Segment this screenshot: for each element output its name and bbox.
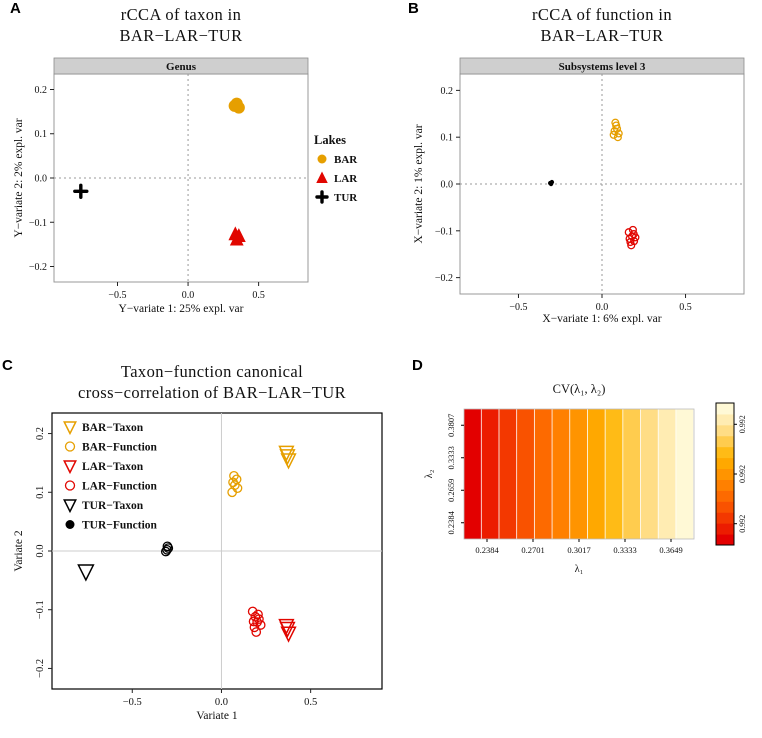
svg-text:0.0: 0.0 bbox=[596, 302, 609, 313]
svg-text:CV(λ₁, λ₂): CV(λ₁, λ₂) bbox=[553, 382, 606, 396]
svg-text:0.1: 0.1 bbox=[35, 486, 46, 499]
series-LAR−Function bbox=[247, 606, 266, 637]
panel-b-title-line-1: rCCA of function in bbox=[531, 5, 673, 24]
panel-c-plot: −0.5 0.0 0.5 −0.2 −0.1 0.0 0.1 0.2 Variate 1 Vari… bbox=[13, 412, 383, 722]
svg-text:0.2384: 0.2384 bbox=[446, 510, 456, 534]
panel-b-title: rCCA of function in BAR−LAR−TUR bbox=[452, 4, 752, 46]
panel-b: B rCCA of function in BAR−LAR−TUR Subsys… bbox=[400, 0, 762, 348]
series-BAR bbox=[609, 118, 623, 142]
svg-text:−0.1: −0.1 bbox=[435, 226, 453, 237]
svg-text:−0.1: −0.1 bbox=[29, 218, 47, 229]
panel-a-plot: Genus −0.5 0.0 0.5 −0.2 −0.1 0.0 0.1 0.2 Y−variat… bbox=[13, 57, 358, 315]
series-BAR−Taxon bbox=[278, 445, 297, 470]
svg-text:TUR−Function: TUR−Function bbox=[82, 520, 158, 532]
svg-text:0.0: 0.0 bbox=[441, 180, 454, 191]
svg-text:0.5: 0.5 bbox=[679, 302, 692, 313]
svg-text:BAR−Taxon: BAR−Taxon bbox=[82, 422, 144, 434]
svg-text:0.2701: 0.2701 bbox=[521, 545, 544, 555]
svg-text:0.992: 0.992 bbox=[738, 515, 747, 533]
series-TUR bbox=[548, 179, 555, 187]
svg-text:LAR−Function: LAR−Function bbox=[82, 481, 158, 493]
legend: BAR−Taxon BAR−Function LAR−Taxon LAR−Functi… bbox=[63, 421, 158, 532]
svg-text:0.2: 0.2 bbox=[35, 85, 48, 96]
panel-a: A rCCA of taxon in BAR−LAR−TUR Genus −0.5… bbox=[0, 0, 392, 348]
svg-text:0.1: 0.1 bbox=[441, 133, 454, 144]
series-LAR−Taxon bbox=[278, 618, 297, 643]
series-TUR bbox=[73, 183, 89, 199]
series-LAR bbox=[624, 225, 640, 250]
svg-text:Lakes: Lakes bbox=[314, 133, 346, 147]
svg-text:0.0: 0.0 bbox=[215, 697, 228, 708]
series-LAR bbox=[228, 226, 246, 246]
svg-text:Genus: Genus bbox=[166, 61, 197, 73]
panel-a-title: rCCA of taxon in BAR−LAR−TUR bbox=[36, 4, 326, 46]
svg-text:X−variate 2: 1% expl. var: X−variate 2: 1% expl. var bbox=[413, 124, 425, 243]
series-TUR−Function bbox=[160, 541, 174, 557]
panel-c-title-line-1: Taxon−function canonical bbox=[120, 362, 304, 381]
svg-text:0.1: 0.1 bbox=[35, 129, 48, 140]
svg-text:TUR: TUR bbox=[334, 192, 358, 204]
series-TUR−Taxon bbox=[77, 564, 95, 582]
svg-text:LAR: LAR bbox=[334, 173, 358, 185]
svg-text:0.2: 0.2 bbox=[441, 86, 454, 97]
panel-c-title-line-2: cross−correlation of BAR−LAR−TUR bbox=[77, 383, 346, 402]
series-BAR bbox=[228, 97, 245, 114]
svg-text:−0.2: −0.2 bbox=[435, 273, 453, 284]
svg-text:Y−variate 1: 25% expl. var: Y−variate 1: 25% expl. var bbox=[119, 303, 244, 315]
svg-text:Y−variate 2: 2% expl. var: Y−variate 2: 2% expl. var bbox=[13, 118, 25, 237]
panel-a-title-line-2: BAR−LAR−TUR bbox=[119, 26, 243, 45]
svg-text:λ₁: λ₁ bbox=[575, 564, 584, 575]
svg-text:0.3333: 0.3333 bbox=[613, 545, 636, 555]
svg-text:0.2: 0.2 bbox=[35, 427, 46, 440]
svg-text:0.5: 0.5 bbox=[252, 290, 265, 301]
svg-text:0.2384: 0.2384 bbox=[475, 545, 499, 555]
svg-text:−0.2: −0.2 bbox=[29, 262, 47, 273]
svg-text:0.2659: 0.2659 bbox=[446, 479, 456, 502]
panel-d-letter: D bbox=[412, 357, 423, 374]
panel-c-letter: C bbox=[2, 357, 13, 374]
panel-a-letter: A bbox=[10, 0, 21, 17]
svg-text:−0.5: −0.5 bbox=[123, 697, 142, 708]
svg-text:0.992: 0.992 bbox=[738, 415, 747, 433]
series-BAR−Function bbox=[227, 470, 243, 498]
svg-text:−0.1: −0.1 bbox=[35, 600, 46, 619]
svg-text:0.0: 0.0 bbox=[182, 290, 195, 301]
svg-text:TUR−Taxon: TUR−Taxon bbox=[82, 500, 144, 512]
panel-c-title: Taxon−function canonical cross−correlati… bbox=[22, 361, 402, 403]
strip-header bbox=[459, 57, 745, 75]
panel-d-heatmap: CV(λ₁, λ₂) 0.2384 0.2701 0.3017 0.3333 0.3649… bbox=[424, 382, 747, 575]
heatmap-grid bbox=[464, 409, 694, 539]
colorbar: 0.992 0.992 0.992 bbox=[715, 402, 747, 546]
svg-text:Variate 2: Variate 2 bbox=[13, 530, 25, 571]
panel-a-title-line-1: rCCA of taxon in bbox=[120, 5, 242, 24]
legend: Lakes BAR LAR TUR bbox=[314, 133, 358, 204]
svg-text:Subsystems level 3: Subsystems level 3 bbox=[559, 61, 646, 73]
svg-text:Variate 1: Variate 1 bbox=[196, 710, 237, 722]
svg-text:0.3649: 0.3649 bbox=[659, 545, 682, 555]
panel-b-title-line-2: BAR−LAR−TUR bbox=[540, 26, 664, 45]
svg-text:0.3017: 0.3017 bbox=[567, 545, 590, 555]
strip-header bbox=[53, 57, 309, 75]
panel-b-plot: Subsystems level 3 −0.5 0.0 0.5 −0.2 −0.1 0.0 0… bbox=[413, 57, 745, 325]
svg-text:LAR−Taxon: LAR−Taxon bbox=[82, 461, 144, 473]
svg-text:0.992: 0.992 bbox=[738, 465, 747, 483]
svg-text:0.3807: 0.3807 bbox=[446, 414, 456, 437]
svg-text:0.0: 0.0 bbox=[35, 174, 48, 185]
panel-b-letter: B bbox=[408, 0, 419, 17]
svg-text:−0.2: −0.2 bbox=[35, 659, 46, 678]
svg-text:X−variate 1: 6% expl. var: X−variate 1: 6% expl. var bbox=[542, 313, 661, 325]
svg-text:BAR: BAR bbox=[334, 154, 358, 166]
svg-text:0.3333: 0.3333 bbox=[446, 446, 456, 469]
svg-text:0.0: 0.0 bbox=[35, 544, 46, 557]
svg-text:0.5: 0.5 bbox=[304, 697, 317, 708]
svg-text:−0.5: −0.5 bbox=[509, 302, 527, 313]
panel-d: D CV(λ₁, λ₂) 0.2384 0.2701 0.3017 0.3333 0.36… bbox=[400, 355, 762, 738]
svg-text:−0.5: −0.5 bbox=[108, 290, 126, 301]
panel-c: C Taxon−function canonical cross−correla… bbox=[0, 355, 400, 738]
svg-text:BAR−Function: BAR−Function bbox=[82, 442, 158, 454]
svg-text:λ₂: λ₂ bbox=[424, 469, 435, 478]
